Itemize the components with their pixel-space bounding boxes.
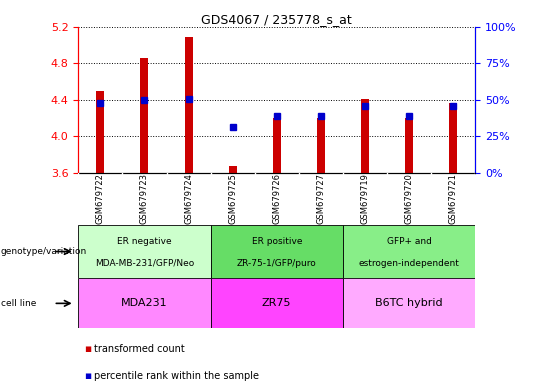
Bar xyxy=(317,118,325,173)
Bar xyxy=(343,278,475,328)
Bar xyxy=(78,278,211,328)
Text: ◾: ◾ xyxy=(84,371,91,381)
Bar xyxy=(78,225,211,278)
Bar xyxy=(140,58,148,173)
Bar xyxy=(361,99,369,173)
Text: GFP+ and: GFP+ and xyxy=(387,237,431,247)
Bar xyxy=(96,91,104,173)
Bar xyxy=(228,166,237,173)
Text: GSM679722: GSM679722 xyxy=(96,173,105,224)
Text: GSM679724: GSM679724 xyxy=(184,173,193,224)
Text: GSM679723: GSM679723 xyxy=(140,173,149,224)
Text: B6TC hybrid: B6TC hybrid xyxy=(375,298,443,308)
Bar xyxy=(211,278,343,328)
Bar xyxy=(185,37,193,173)
Text: GSM679726: GSM679726 xyxy=(272,173,281,224)
Text: GSM679719: GSM679719 xyxy=(360,173,369,224)
Text: MDA-MB-231/GFP/Neo: MDA-MB-231/GFP/Neo xyxy=(95,259,194,268)
Text: GSM679720: GSM679720 xyxy=(404,173,414,224)
Text: percentile rank within the sample: percentile rank within the sample xyxy=(94,371,260,381)
Text: ZR-75-1/GFP/puro: ZR-75-1/GFP/puro xyxy=(237,259,316,268)
Bar xyxy=(273,118,281,173)
Bar xyxy=(449,103,457,173)
Bar xyxy=(405,118,413,173)
Text: ER positive: ER positive xyxy=(252,237,302,247)
Text: ER negative: ER negative xyxy=(117,237,172,247)
Title: GDS4067 / 235778_s_at: GDS4067 / 235778_s_at xyxy=(201,13,352,26)
Text: ◾: ◾ xyxy=(84,344,91,354)
Text: estrogen-independent: estrogen-independent xyxy=(359,259,460,268)
Text: GSM679725: GSM679725 xyxy=(228,173,237,224)
Text: GSM679727: GSM679727 xyxy=(316,173,325,224)
Bar xyxy=(343,225,475,278)
Text: genotype/variation: genotype/variation xyxy=(1,247,87,256)
Text: ZR75: ZR75 xyxy=(262,298,292,308)
Text: cell line: cell line xyxy=(1,299,36,308)
Text: MDA231: MDA231 xyxy=(121,298,168,308)
Text: transformed count: transformed count xyxy=(94,344,185,354)
Bar xyxy=(211,225,343,278)
Text: GSM679721: GSM679721 xyxy=(449,173,458,224)
